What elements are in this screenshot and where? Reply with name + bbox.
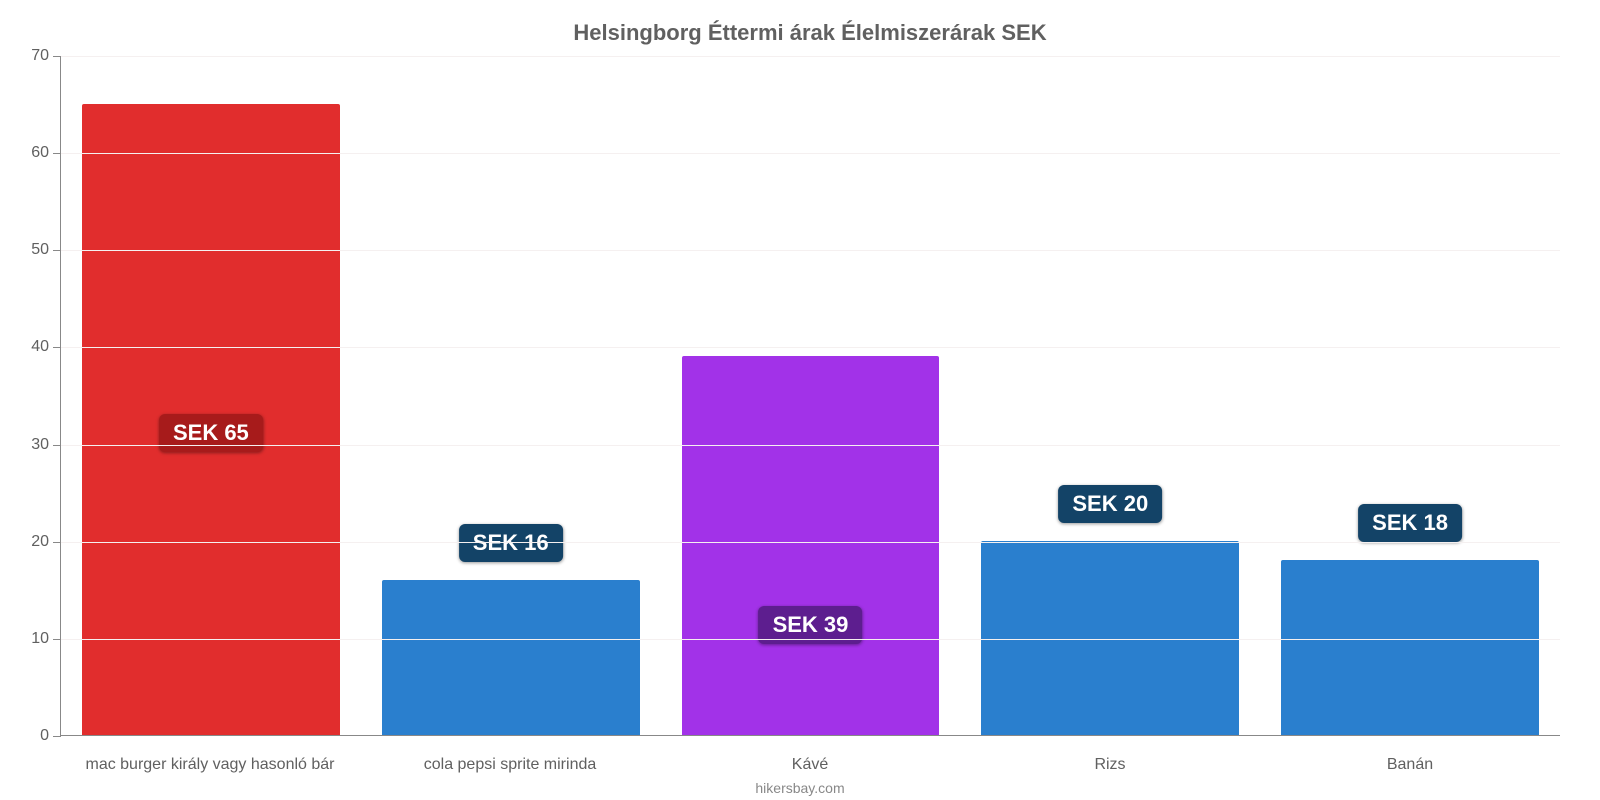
bar: SEK 65 — [82, 104, 340, 735]
gridline — [61, 542, 1560, 543]
gridline — [61, 56, 1560, 57]
bar: SEK 16 — [382, 580, 640, 735]
bar: SEK 18 — [1281, 560, 1539, 735]
y-tick-label: 50 — [31, 241, 61, 259]
y-tick-label: 60 — [31, 144, 61, 162]
chart-container: Helsingborg Éttermi árak Élelmiszerárak … — [0, 0, 1600, 800]
bar-slot: SEK 16 — [361, 56, 661, 735]
bar: SEK 39 — [682, 356, 940, 735]
x-axis-label: Banán — [1260, 752, 1560, 774]
y-tick-label: 30 — [31, 436, 61, 454]
x-axis-labels: mac burger király vagy hasonló bárcola p… — [60, 752, 1560, 774]
y-tick-label: 70 — [31, 47, 61, 65]
bar-slot: SEK 65 — [61, 56, 361, 735]
chart-title: Helsingborg Éttermi árak Élelmiszerárak … — [60, 20, 1560, 46]
x-axis-label: Rizs — [960, 752, 1260, 774]
bar-value-badge: SEK 65 — [159, 414, 263, 452]
y-tick-label: 0 — [40, 727, 61, 745]
gridline — [61, 347, 1560, 348]
bar-value-badge: SEK 18 — [1358, 504, 1462, 542]
bar-slot: SEK 20 — [960, 56, 1260, 735]
gridline — [61, 153, 1560, 154]
gridline — [61, 250, 1560, 251]
bar-slot: SEK 39 — [661, 56, 961, 735]
x-axis-label: mac burger király vagy hasonló bár — [60, 752, 360, 774]
y-tick-label: 20 — [31, 533, 61, 551]
bars-row: SEK 65 SEK 16 SEK 39 SEK 20 SEK 18 — [61, 56, 1560, 735]
x-axis-label: Kávé — [660, 752, 960, 774]
gridline — [61, 639, 1560, 640]
footer-credit: hikersbay.com — [0, 780, 1600, 796]
x-axis-label: cola pepsi sprite mirinda — [360, 752, 660, 774]
plot-area: SEK 65SEK 16SEK 39SEK 20SEK 18 010203040… — [60, 56, 1560, 736]
y-tick-label: 40 — [31, 338, 61, 356]
y-tick-label: 10 — [31, 630, 61, 648]
gridline — [61, 445, 1560, 446]
bar-slot: SEK 18 — [1260, 56, 1560, 735]
bar-value-badge: SEK 20 — [1058, 485, 1162, 523]
